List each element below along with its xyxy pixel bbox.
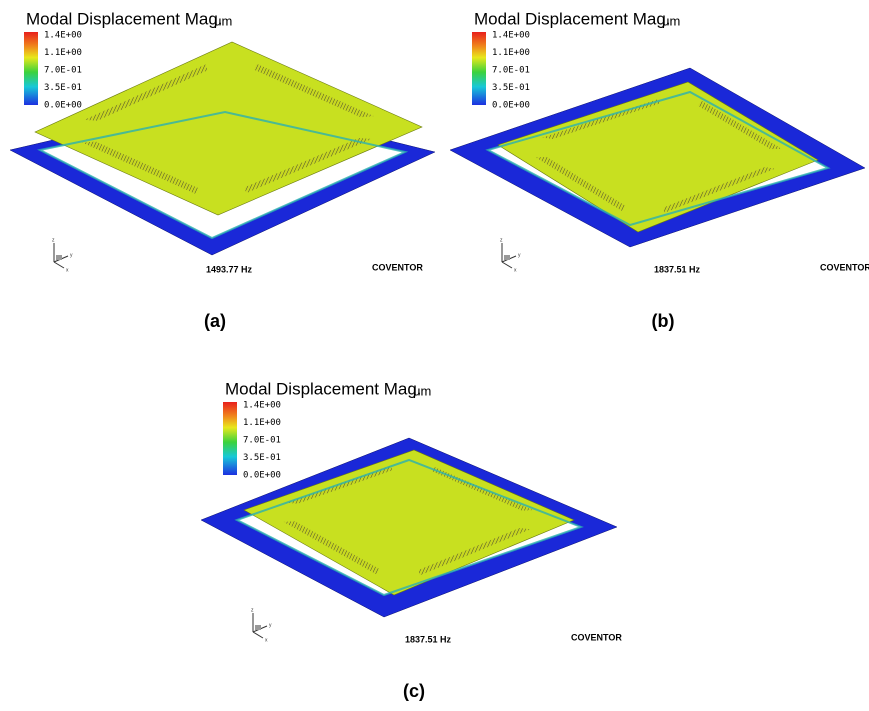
axis-cube [56, 255, 62, 260]
axis-x [502, 262, 512, 268]
axis-label: z [52, 237, 55, 243]
legend-label: 1.4E+00 [492, 31, 530, 41]
legend-unit: μm [662, 13, 680, 28]
axis-label: z [251, 607, 254, 613]
caption: (a) [204, 311, 226, 331]
brand: COVENTOR [571, 632, 622, 642]
legend-title: Modal Displacement Mag. [26, 9, 223, 28]
frequency: 1837.51 Hz [654, 264, 701, 274]
legend-label: 3.5E-01 [243, 453, 281, 463]
axis-label: y [518, 252, 521, 258]
brand: COVENTOR [820, 262, 869, 272]
legend-label: 1.1E+00 [492, 48, 530, 58]
axis-cube [255, 625, 261, 630]
legend-label: 3.5E-01 [44, 83, 82, 93]
panel: Modal Displacement Mag.μm 1.4E+00 1.1E+00 7… [10, 9, 435, 330]
legend-label: 7.0E-01 [44, 66, 82, 76]
legend-label: 1.1E+00 [44, 48, 82, 58]
legend-label: 1.4E+00 [44, 31, 82, 41]
color-bar [472, 32, 486, 105]
legend-label: 1.1E+00 [243, 418, 281, 428]
legend-title: Modal Displacement Mag. [474, 9, 671, 28]
figure: Modal Displacement Mag.μm1.4E+001.1E+007… [0, 0, 869, 706]
frequency: 1493.77 Hz [206, 264, 253, 274]
color-bar [223, 402, 237, 475]
color-bar [24, 32, 38, 105]
legend-unit: μm [214, 13, 232, 28]
axis-label: x [265, 637, 268, 643]
axis-label: y [269, 622, 272, 628]
legend-label: 0.0E+00 [44, 101, 82, 111]
axis-label: x [66, 267, 69, 273]
axis-label: z [500, 237, 503, 243]
caption: (c) [403, 681, 425, 701]
legend-label: 7.0E-01 [243, 436, 281, 446]
legend-label: 7.0E-01 [492, 66, 530, 76]
legend-label: 0.0E+00 [492, 101, 530, 111]
axis-label: x [514, 267, 517, 273]
axis-x [54, 262, 64, 268]
caption: (b) [652, 311, 675, 331]
frequency: 1837.51 Hz [405, 634, 452, 644]
legend-title: Modal Displacement Mag. [225, 379, 422, 398]
panel: Modal Displacement Mag.μm 1.4E+00 1.1E+00 7… [450, 9, 869, 330]
brand: COVENTOR [372, 262, 423, 272]
legend-label: 0.0E+00 [243, 471, 281, 481]
legend-label: 1.4E+00 [243, 401, 281, 411]
axis-x [253, 632, 263, 638]
legend-label: 3.5E-01 [492, 83, 530, 93]
axis-cube [504, 255, 510, 260]
panel: Modal Displacement Mag.μm 1.4E+00 1.1E+00 7… [201, 379, 622, 700]
legend-unit: μm [413, 383, 431, 398]
axis-label: y [70, 252, 73, 258]
